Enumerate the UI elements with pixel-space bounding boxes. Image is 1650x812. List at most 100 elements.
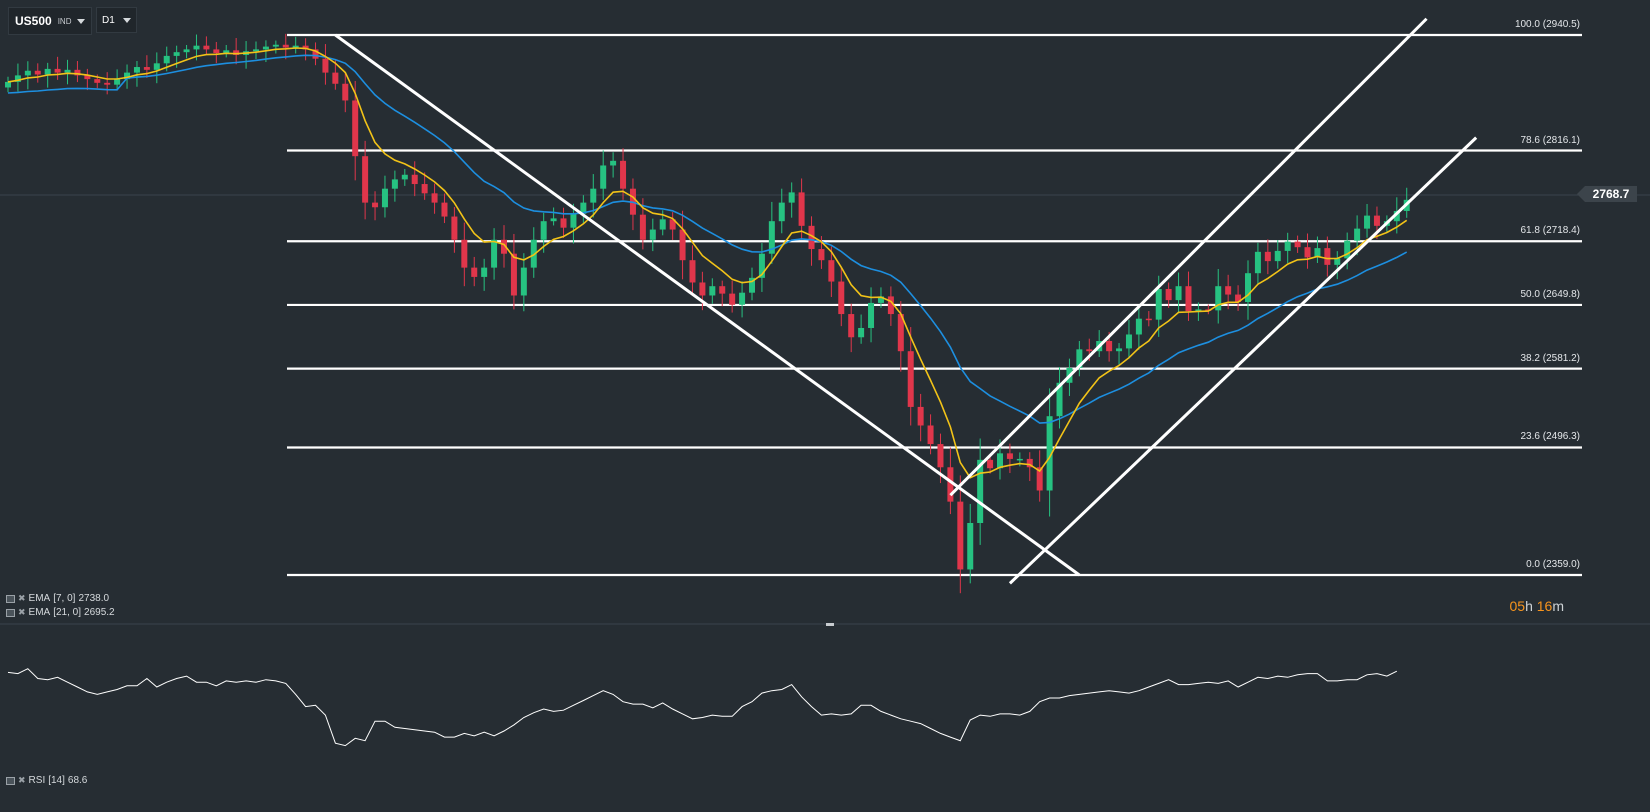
candle[interactable] [54, 68, 61, 73]
candle[interactable] [1195, 309, 1202, 312]
candle[interactable] [1334, 258, 1341, 265]
candle[interactable] [540, 221, 547, 240]
candle[interactable] [104, 82, 111, 85]
candle[interactable] [362, 156, 369, 203]
candle[interactable] [1314, 248, 1321, 258]
candle[interactable] [471, 267, 478, 277]
candle[interactable] [262, 46, 269, 50]
candle[interactable] [659, 219, 666, 230]
candle[interactable] [1274, 250, 1281, 262]
symbol-selector[interactable]: US500 IND [8, 7, 93, 35]
candle[interactable] [1145, 318, 1152, 321]
candle[interactable] [1106, 340, 1113, 352]
candle[interactable] [342, 83, 349, 101]
candle[interactable] [381, 188, 388, 208]
candle[interactable] [14, 75, 21, 82]
candle[interactable] [1254, 251, 1261, 274]
candle[interactable] [1135, 318, 1142, 335]
candle[interactable] [24, 70, 31, 76]
candle[interactable] [352, 100, 359, 157]
candle[interactable] [64, 69, 71, 73]
ema7-line[interactable] [7, 47, 1408, 479]
candle[interactable] [739, 292, 746, 305]
candle[interactable] [163, 55, 170, 64]
candle[interactable] [124, 72, 131, 80]
candle[interactable] [441, 202, 448, 217]
candle[interactable] [1225, 286, 1232, 295]
candle[interactable] [74, 69, 81, 76]
candle[interactable] [322, 58, 329, 73]
candle[interactable] [520, 267, 527, 296]
candle[interactable] [491, 239, 498, 268]
candle[interactable] [1016, 458, 1023, 461]
candle[interactable] [669, 219, 676, 230]
candle[interactable] [213, 49, 220, 54]
trendline-channel-upper[interactable] [949, 17, 1428, 497]
close-icon[interactable]: ✖ [18, 775, 26, 785]
candle[interactable] [997, 453, 1003, 469]
candle[interactable] [401, 174, 408, 180]
candle[interactable] [749, 277, 755, 293]
candle[interactable] [153, 63, 160, 70]
candle[interactable] [1185, 286, 1192, 312]
candle[interactable] [639, 214, 646, 240]
candle[interactable] [699, 282, 706, 296]
candle[interactable] [1046, 416, 1053, 491]
candle[interactable] [233, 50, 240, 55]
candle[interactable] [94, 79, 101, 83]
indicator-rsi[interactable]: ✖ RSI [14] 68.6 [6, 775, 87, 786]
candle[interactable] [788, 192, 795, 203]
candle[interactable] [253, 49, 259, 52]
candle[interactable] [917, 406, 924, 426]
candle[interactable] [203, 45, 210, 50]
candle[interactable] [798, 192, 805, 226]
candle[interactable] [5, 81, 11, 88]
candle[interactable] [143, 67, 150, 70]
candle[interactable] [1304, 247, 1311, 258]
candle[interactable] [1155, 288, 1162, 320]
candle[interactable] [758, 253, 765, 278]
candle[interactable] [848, 314, 855, 338]
candle[interactable] [1006, 453, 1013, 459]
candle[interactable] [560, 218, 567, 228]
candle[interactable] [897, 314, 904, 352]
candle[interactable] [679, 229, 686, 261]
candle[interactable] [84, 75, 91, 80]
trendline-channel-lower[interactable] [1008, 136, 1478, 585]
settings-icon[interactable] [6, 594, 15, 603]
candle[interactable] [877, 296, 884, 303]
candle[interactable] [173, 52, 180, 56]
candle[interactable] [312, 49, 319, 59]
candle[interactable] [114, 79, 121, 85]
candle[interactable] [223, 50, 230, 54]
candle[interactable] [550, 218, 557, 222]
timeframe-selector[interactable]: D1 [96, 7, 137, 33]
candle[interactable] [1175, 286, 1182, 301]
candle[interactable] [828, 260, 835, 282]
candle[interactable] [1344, 240, 1351, 259]
close-icon[interactable]: ✖ [18, 593, 26, 603]
candle[interactable] [282, 44, 289, 48]
candle[interactable] [649, 229, 656, 240]
candle[interactable] [1215, 286, 1222, 311]
candle[interactable] [1116, 348, 1123, 352]
candle[interactable] [1056, 382, 1063, 417]
candle[interactable] [937, 444, 944, 468]
candle[interactable] [302, 45, 309, 50]
candle[interactable] [1125, 334, 1132, 349]
candle[interactable] [818, 249, 825, 261]
candle[interactable] [1294, 241, 1301, 248]
candle[interactable] [1393, 210, 1400, 222]
candle[interactable] [868, 302, 875, 328]
candle[interactable] [967, 522, 974, 570]
candle[interactable] [391, 179, 398, 189]
ema21-line[interactable] [7, 54, 1408, 424]
candle[interactable] [620, 160, 627, 189]
candle[interactable] [183, 49, 190, 53]
candle[interactable] [1264, 251, 1271, 262]
candle[interactable] [193, 45, 200, 50]
close-icon[interactable]: ✖ [18, 607, 26, 617]
candle[interactable] [838, 281, 845, 315]
candle[interactable] [421, 184, 428, 194]
